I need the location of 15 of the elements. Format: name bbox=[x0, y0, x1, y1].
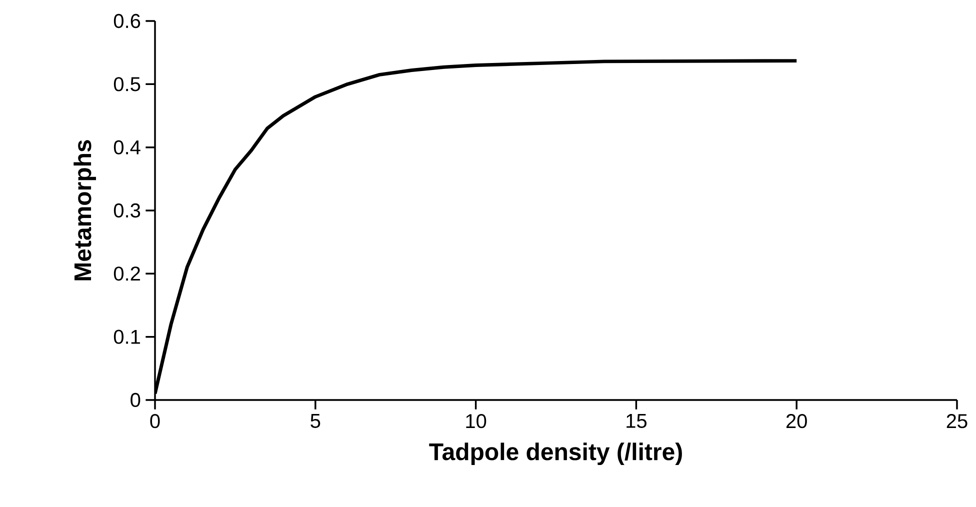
x-axis-title: Tadpole density (/litre) bbox=[429, 442, 682, 466]
x-tick-label: 20 bbox=[786, 414, 807, 428]
y-tick-label: 0.2 bbox=[114, 266, 140, 281]
y-tick-label: 0.5 bbox=[114, 77, 140, 92]
y-tick-label: 0.1 bbox=[114, 330, 140, 344]
x-tick-label: 25 bbox=[946, 414, 968, 428]
x-tick-label: 5 bbox=[310, 414, 320, 428]
x-tick-label: 15 bbox=[626, 414, 646, 428]
y-tick-label: 0.6 bbox=[114, 14, 140, 28]
y-tick-label: 0.3 bbox=[114, 203, 140, 218]
x-tick-label: 10 bbox=[466, 414, 486, 428]
x-tick-label: 0 bbox=[150, 414, 160, 428]
y-tick-label: 0.4 bbox=[114, 140, 140, 154]
y-axis-title: Metamorphs bbox=[74, 140, 96, 280]
y-tick-label: 0 bbox=[130, 392, 140, 408]
